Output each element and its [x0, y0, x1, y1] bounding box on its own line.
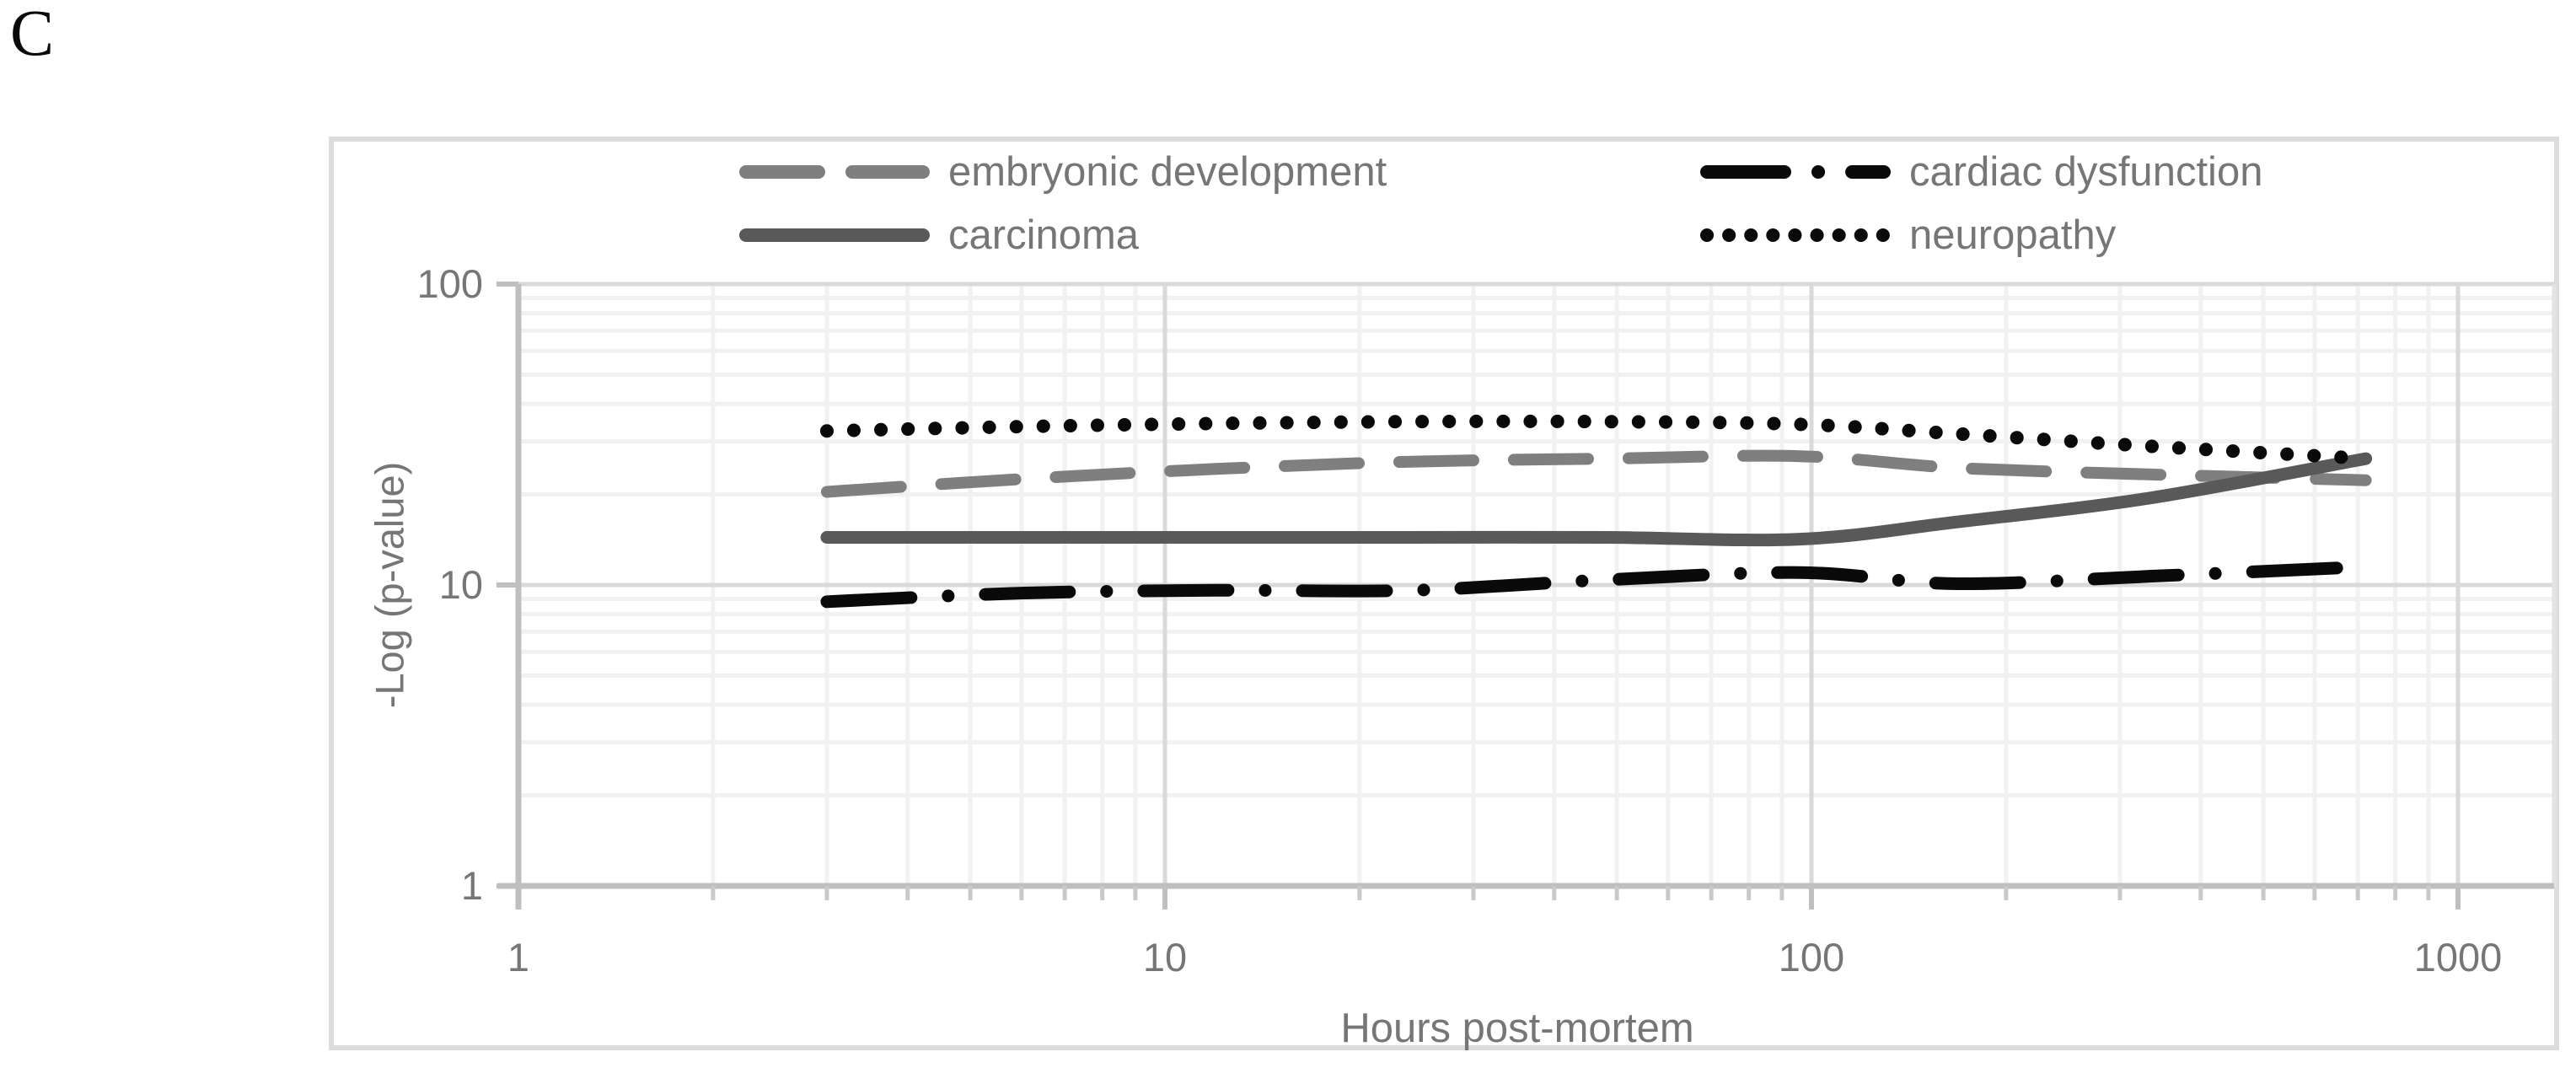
axis-ticks [496, 282, 2461, 910]
legend-item: carcinoma [738, 212, 1139, 259]
series-embryonic-development [820, 449, 2372, 498]
x-tick-label: 100 [1779, 935, 1844, 979]
y-tick-label: 10 [439, 562, 483, 607]
legend-item: embryonic development [738, 148, 1387, 196]
x-tick-label: 10 [1143, 935, 1187, 979]
legend-line-sample-dotted [1700, 228, 1891, 242]
series-neuropathy [819, 414, 2373, 466]
legend-item: neuropathy [1699, 212, 2116, 259]
series-cardiac-dysfunction [820, 560, 2373, 609]
x-tick-label: 1 [507, 935, 529, 979]
legend-line-sample-solid [739, 228, 930, 242]
y-axis-title: -Log (p-value) [367, 461, 412, 709]
x-tick-label: 1000 [2414, 935, 2503, 979]
legend-line-sample-dash-dot [1700, 165, 1891, 179]
x-axis-title: Hours post-mortem [1340, 1006, 1694, 1051]
axis-lines [498, 284, 2554, 910]
legend-line-sample-dashed [739, 165, 930, 179]
legend-item: cardiac dysfunction [1699, 148, 2262, 196]
legend-label: cardiac dysfunction [1909, 149, 2263, 195]
legend-label: embryonic development [948, 149, 1387, 195]
series-carcinoma [820, 452, 2373, 547]
panel-letter-label: C [10, 0, 55, 69]
legend-label: neuropathy [1909, 212, 2117, 258]
y-tick-label: 100 [417, 261, 483, 306]
legend-label: carcinoma [948, 212, 1140, 258]
y-tick-label: 1 [461, 863, 483, 908]
chart-frame [329, 137, 2559, 1050]
